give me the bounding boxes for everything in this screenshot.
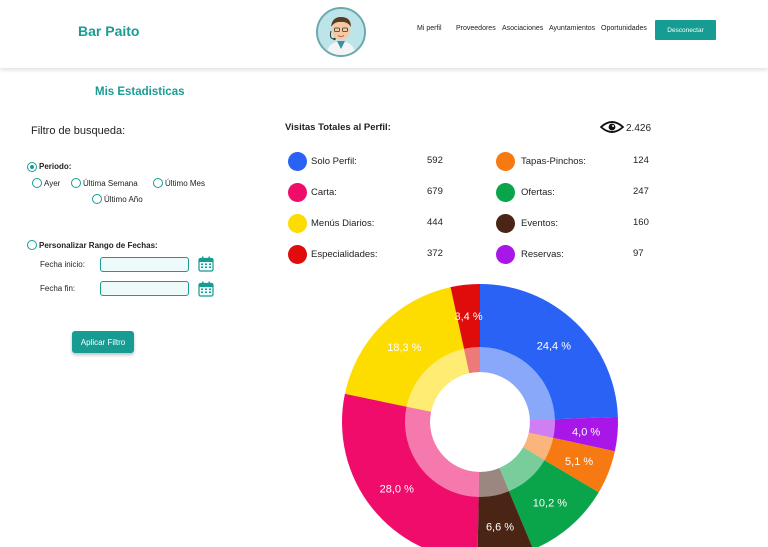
legend-label-ofertas: Ofertas: <box>521 187 555 198</box>
legend-value-reservas: 97 <box>633 248 644 259</box>
total-visits: 2.426 <box>626 123 652 134</box>
top-header: Bar Paito Mi perfil Proveedores Asociaci… <box>0 0 768 68</box>
slice-reservas[interactable] <box>528 416 618 452</box>
legend-label-solo-perfil: Solo Perfil: <box>311 156 357 167</box>
radio-ultimo-ano[interactable] <box>92 194 102 204</box>
inner-ring-menus-diarios <box>406 348 470 412</box>
slice-especialidades[interactable] <box>450 284 480 374</box>
legend-label-reservas: Reservas: <box>521 249 564 260</box>
legend-label-carta: Carta: <box>311 187 337 198</box>
filter-heading: Filtro de busqueda: <box>31 125 126 137</box>
calendar-icon[interactable] <box>198 281 214 297</box>
slice-label-menus-diarios: 18,3 % <box>387 342 421 354</box>
period-label: Periodo: <box>39 162 72 171</box>
end-date-label: Fecha fin: <box>40 284 76 293</box>
legend-value-menus-diarios: 444 <box>427 217 443 228</box>
slice-eventos[interactable] <box>477 468 533 547</box>
legend-value-carta: 679 <box>427 186 443 197</box>
inner-ring-especialidades <box>464 347 480 374</box>
custom-range-radio[interactable] <box>27 240 37 250</box>
radio-ultimo-mes[interactable] <box>153 178 163 188</box>
visits-donut-chart: 24,4 % 4,0 % 5,1 % 10,2 % 6,6 % 28,0 % 18,3 % 3… <box>342 284 618 547</box>
start-date-label: Fecha inicio: <box>40 260 85 269</box>
period-radio[interactable] <box>27 162 37 172</box>
option-label-ultimo-ano: Último Año <box>104 195 143 204</box>
option-label-ultimo-mes: Último Mes <box>165 179 206 188</box>
nav-link-ayuntamientos[interactable]: Ayuntamientos <box>549 25 596 32</box>
apply-filter-button[interactable]: Aplicar Filtro <box>72 331 134 353</box>
slice-label-especialidades: 3,4 % <box>455 311 483 323</box>
slice-tapas-pinchos[interactable] <box>523 432 615 493</box>
nav-link-oportunidades[interactable]: Oportunidades <box>601 25 647 32</box>
start-date-input[interactable] <box>100 257 189 272</box>
slice-label-carta: 28,0 % <box>380 483 414 495</box>
legend-value-eventos: 160 <box>633 217 649 228</box>
logout-button[interactable]: Desconectar <box>655 20 716 40</box>
legend-label-eventos: Eventos: <box>521 218 558 229</box>
inner-ring-reservas <box>528 419 555 438</box>
option-label-ultima-semana: Última Semana <box>83 179 138 188</box>
legend-value-especialidades: 372 <box>427 248 443 259</box>
slice-label-eventos: 6,6 % <box>486 522 514 534</box>
avatar-illustration-icon <box>318 9 364 55</box>
slice-label-ofertas: 10,2 % <box>533 497 567 509</box>
legend-dot-ofertas <box>496 183 515 202</box>
legend-label-especialidades: Especialidades: <box>311 249 378 260</box>
legend-dot-reservas <box>496 245 515 264</box>
custom-range-label: Personalizar Rango de Fechas: <box>39 241 158 250</box>
inner-ring-carta <box>405 406 480 497</box>
nav-link-proveedores[interactable]: Proveedores <box>456 25 496 32</box>
legend-dot-carta <box>288 183 307 202</box>
nav-link-mi-perfil[interactable]: Mi perfil <box>417 25 442 32</box>
inner-ring-tapas-pinchos <box>523 432 554 461</box>
visits-heading: Visitas Totales al Perfil: <box>285 122 391 133</box>
slice-menus-diarios[interactable] <box>344 287 470 412</box>
legend-value-ofertas: 247 <box>633 186 649 197</box>
end-date-input[interactable] <box>100 281 189 296</box>
radio-ultima-semana[interactable] <box>71 178 81 188</box>
inner-ring-ofertas <box>499 447 545 492</box>
slice-label-tapas-pinchos: 5,1 % <box>565 456 593 468</box>
legend-label-menus-diarios: Menús Diarios: <box>311 218 375 229</box>
inner-ring-eventos <box>478 468 509 497</box>
slice-ofertas[interactable] <box>499 447 599 547</box>
legend-value-solo-perfil: 592 <box>427 155 443 166</box>
eye-icon <box>600 121 624 133</box>
legend-value-tapas-pinchos: 124 <box>633 155 649 166</box>
legend-dot-eventos <box>496 214 515 233</box>
calendar-icon[interactable] <box>198 256 214 272</box>
inner-ring-solo-perfil <box>480 347 555 421</box>
brand-name[interactable]: Bar Paito <box>78 23 140 39</box>
nav-link-asociaciones[interactable]: Asociaciones <box>502 25 544 32</box>
slice-label-reservas: 4,0 % <box>572 426 600 438</box>
legend-dot-menus-diarios <box>288 214 307 233</box>
legend-dot-especialidades <box>288 245 307 264</box>
avatar[interactable] <box>316 7 366 57</box>
legend-label-tapas-pinchos: Tapas-Pinchos: <box>521 156 586 167</box>
option-label-ayer: Ayer <box>44 179 61 188</box>
slice-solo-perfil[interactable] <box>480 284 618 421</box>
slice-label-solo-perfil: 24,4 % <box>537 340 571 352</box>
slice-carta[interactable] <box>342 393 480 547</box>
legend-dot-solo-perfil <box>288 152 307 171</box>
legend-dot-tapas-pinchos <box>496 152 515 171</box>
radio-ayer[interactable] <box>32 178 42 188</box>
page-title: Mis Estadisticas <box>95 86 185 98</box>
